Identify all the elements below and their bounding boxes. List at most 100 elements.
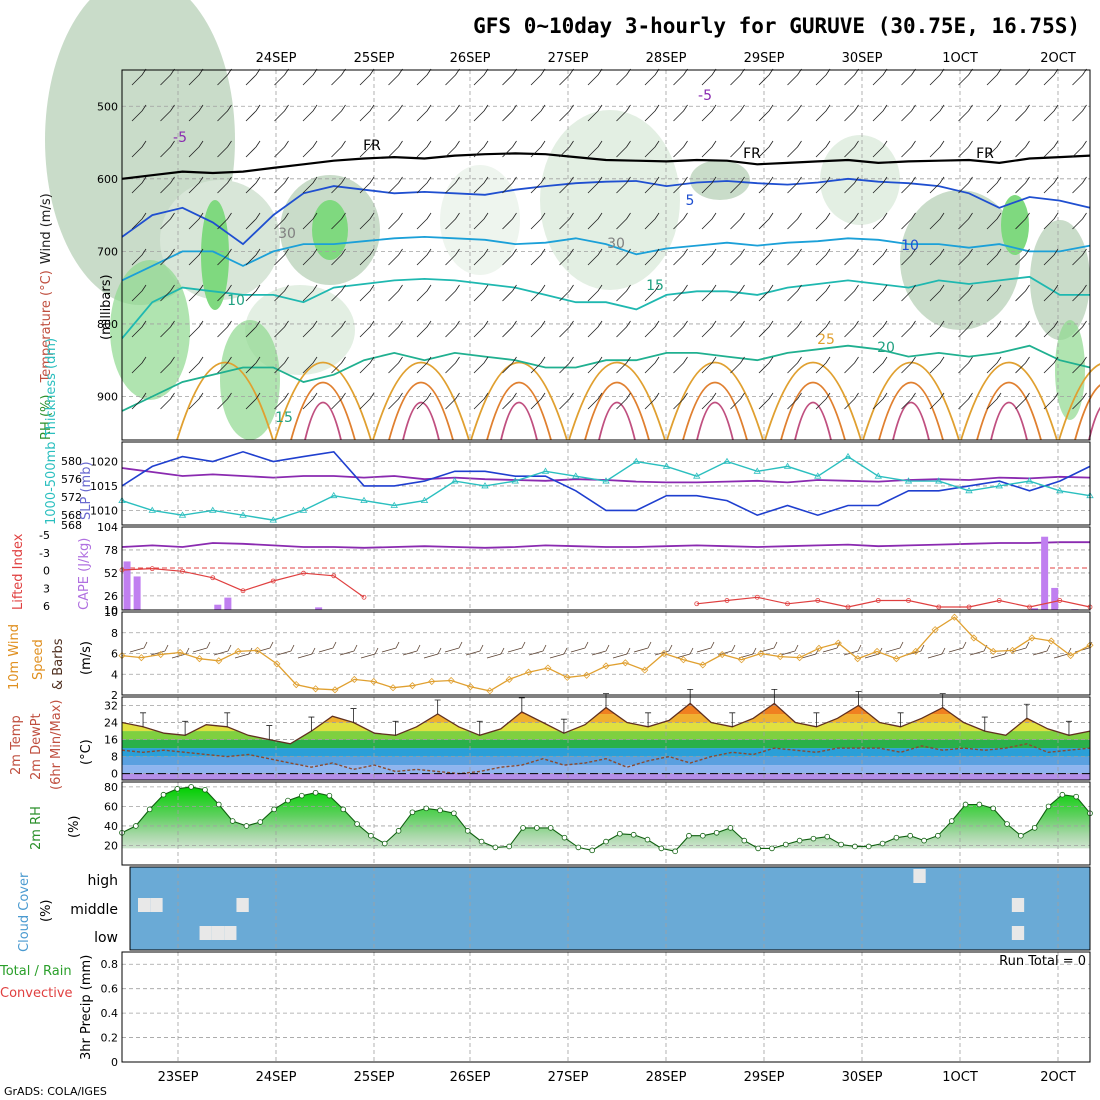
xs-barb-5-1 [274, 104, 289, 122]
credit-label: GrADS: COLA/IGES [4, 1085, 107, 1098]
wind-speed-point-39 [873, 647, 881, 655]
rh-point-30 [534, 825, 540, 831]
xs-barb-7-9 [331, 392, 346, 410]
cape-ytick-26: 26 [104, 590, 118, 603]
cloud-bg [130, 867, 1090, 950]
xs-warm-arc-9-2 [1088, 406, 1100, 441]
wind-unit-label: (m/s) [79, 641, 94, 675]
wind-barb-27 [696, 641, 715, 653]
wind-speed-point-5 [215, 657, 223, 665]
xs-barb-1-7 [160, 320, 175, 338]
xs-barb-26-1 [872, 104, 888, 122]
rh-point-26 [478, 838, 485, 845]
xs-barb-15-5 [559, 248, 574, 266]
temp-minmax-27 [687, 688, 694, 704]
xs-warm-arc-1-0 [274, 361, 372, 441]
lifted-index-axis-label: Lifted Index [11, 533, 26, 610]
wind-speed-point-21 [524, 668, 533, 676]
xs-barb-14-6 [530, 284, 546, 302]
dewpt-axis-label: 2m DewPt [29, 713, 44, 780]
wind-ytick-4: 4 [111, 668, 118, 681]
xs-barb-28-7 [929, 320, 945, 338]
thickness-line [121, 455, 1091, 521]
thickness-point-6 [299, 506, 308, 513]
wind-barb-11 [360, 647, 379, 659]
xs-isotherm-1 [121, 541, 1090, 549]
xs-barb-9-9 [388, 392, 403, 410]
thickness-point-16 [602, 477, 610, 484]
precip-frame [121, 951, 1091, 1063]
xs-barb-3-2 [217, 140, 232, 158]
xs-warm-arc-2-2 [402, 401, 440, 441]
li-point-27 [936, 604, 942, 610]
xs-warm-arc-6-1 [780, 381, 846, 441]
rh-point-19 [381, 840, 388, 847]
rh-panel: 20 40 60 80 [104, 781, 1093, 866]
cloud-cover-panel: low middle high [70, 866, 1091, 951]
cape-bar-5 [1031, 608, 1039, 610]
lifted-index-cape-panel: 10 26 52 78 104 -5 -3 0 3 6 [39, 521, 1093, 617]
xs-barb-1-3 [160, 176, 175, 194]
precip-total-label: Total / Rain [0, 964, 72, 979]
temp-minmax-15 [434, 699, 441, 715]
rh-point-33 [575, 844, 582, 851]
xs-barb-4-8 [245, 356, 261, 374]
xs-barb-1-5 [160, 248, 175, 266]
thickness-point-13 [511, 477, 519, 484]
wind-barb-30 [759, 641, 778, 653]
xs-warm-arc-1-2 [304, 401, 342, 441]
cloud-ytick-high: high [87, 873, 118, 889]
xs-contour-label-1: -5 [173, 130, 187, 146]
temp-minmax-11 [350, 708, 357, 723]
rh-point-44 [727, 825, 734, 831]
xs-barb-13-6 [502, 284, 517, 302]
xs-ytick-900: 900 [97, 390, 118, 403]
wind-ytick-2: 2 [111, 689, 118, 702]
xs-barb-22-8 [758, 356, 774, 374]
top-date-27sep: 27SEP [548, 51, 589, 66]
cloud-bar-7 [1011, 898, 1025, 912]
rh-point-54 [865, 843, 872, 850]
slp-ytick-1015: 1015 [90, 480, 118, 493]
xs-barb-17-6 [616, 284, 631, 302]
top-date-28sep: 28SEP [646, 51, 687, 66]
rh-point-22 [423, 805, 430, 812]
thickness-point-19 [693, 472, 701, 479]
rh-point-68 [1059, 791, 1066, 798]
xs-barb-12-4 [473, 212, 489, 230]
thickness-point-25 [874, 472, 882, 479]
xs-contour-label-7: 10 [227, 293, 245, 309]
xs-rh-low-2 [1055, 320, 1085, 420]
li-line-1 [696, 596, 1091, 608]
xs-barb-15-4 [559, 212, 574, 230]
temp-minmax-23 [603, 693, 609, 708]
xs-barb-24-8 [815, 356, 831, 374]
wind-barb-45 [1074, 641, 1093, 653]
xs-warm-arc-8-1 [976, 381, 1042, 441]
xs-barb-32-9 [1043, 392, 1059, 410]
xs-barb-6-3 [302, 176, 318, 194]
temp-band-8 [122, 705, 1090, 715]
xs-barb-27-7 [901, 320, 916, 338]
xs-barb-19-6 [673, 284, 688, 302]
xs-rh-blob-5 [690, 160, 750, 200]
xs-barb-4-5 [245, 248, 261, 266]
cloud-bar-3 [211, 926, 225, 940]
xs-barb-2-5 [188, 248, 204, 266]
li-point-4 [240, 588, 246, 594]
xs-barb-3-4 [217, 212, 232, 230]
xs-barb-20-3 [701, 176, 717, 194]
minmax-axis-label: (6hr Min/Max) [49, 700, 64, 790]
xs-barb-8-9 [359, 392, 375, 410]
xs-contour-label-11: 25 [817, 332, 835, 348]
xs-warm-arc-3-0 [470, 361, 568, 441]
thick-ytick-568: 568 [61, 509, 82, 522]
thickness-point-15 [572, 472, 580, 479]
wind-speed-point-34 [776, 653, 784, 661]
xs-barb-20-9 [701, 392, 717, 410]
xs-barb-16-9 [587, 392, 603, 410]
xs-barb-23-7 [787, 320, 802, 338]
xs-barb-11-9 [445, 392, 460, 410]
rh-point-27 [492, 844, 499, 851]
bottom-date-24sep: 24SEP [256, 1070, 297, 1085]
